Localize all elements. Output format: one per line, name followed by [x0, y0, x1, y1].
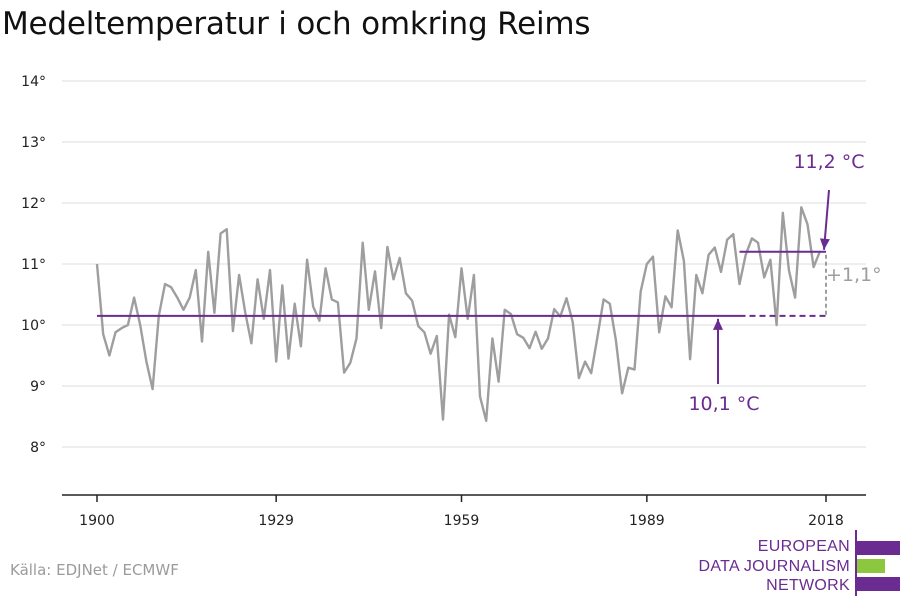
x-tick-label-2018: 2018: [808, 513, 844, 529]
y-tick-label-13: 13°: [21, 135, 46, 151]
arrow-head: [819, 238, 830, 250]
arrow-head: [713, 318, 723, 330]
x-tick-label-1900: 1900: [79, 513, 115, 529]
temperature-series-line: [95, 206, 821, 422]
x-tick-label-1989: 1989: [629, 513, 665, 529]
y-tick-label-11: 11°: [21, 257, 46, 273]
y-tick-label-12: 12°: [21, 196, 46, 212]
logo-bar-purple-top: [857, 541, 900, 555]
logo-bar-green: [857, 559, 885, 573]
y-tick-label-14: 14°: [21, 74, 46, 90]
source-credit: Källa: EDJNet / ECMWF: [10, 561, 179, 579]
recent-average-label: 11,2 °C: [793, 151, 864, 173]
logo-line-3: NETWORK: [766, 577, 850, 594]
baseline-average-arrow: [713, 318, 723, 384]
edjnet-logo: EUROPEAN DATA JOURNALISM NETWORK: [698, 528, 900, 598]
logo-rule: [855, 530, 857, 596]
y-tick-label-8: 8°: [30, 440, 46, 456]
y-gridlines: [62, 80, 866, 448]
logo-bar-purple-bottom: [857, 577, 900, 591]
x-tick-label-1959: 1959: [444, 513, 480, 529]
recent-average-arrow: [819, 189, 830, 250]
logo-line-1: EUROPEAN: [757, 538, 850, 555]
x-tick-label-1929: 1929: [258, 513, 294, 529]
y-tick-labels: 8° 9° 10° 11° 12° 13° 14°: [21, 74, 46, 456]
logo-line-2: DATA JOURNALISM: [698, 558, 850, 575]
y-tick-label-9: 9°: [30, 379, 46, 395]
baseline-average-label: 10,1 °C: [688, 393, 759, 415]
x-ticks: 1900 1929 1959 1989 2018: [79, 495, 844, 529]
y-tick-label-10: 10°: [21, 318, 46, 334]
chart-title: Medeltemperatur i och omkring Reims: [2, 6, 591, 42]
difference-label: +1,1°: [826, 264, 882, 286]
